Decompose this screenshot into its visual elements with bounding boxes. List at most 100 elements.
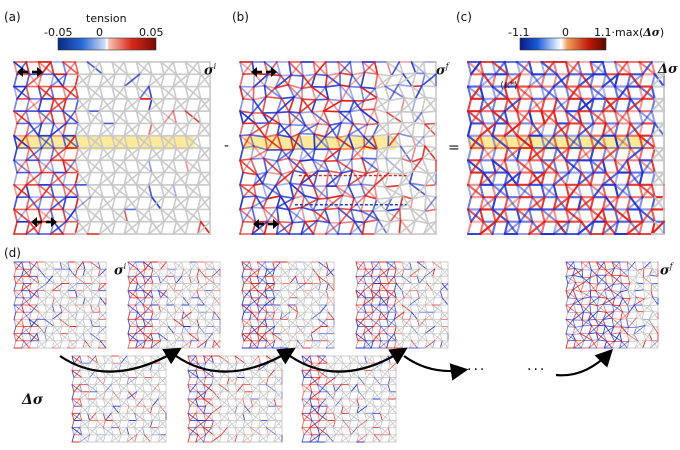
- bond: [279, 268, 283, 277]
- bond: [13, 326, 17, 335]
- bond: [479, 196, 485, 211]
- bond: [552, 146, 558, 162]
- bond: [565, 268, 569, 277]
- bond: [482, 146, 494, 162]
- bond: [158, 268, 162, 277]
- bond: [650, 73, 656, 88]
- bond: [414, 210, 426, 222]
- bond: [290, 74, 304, 77]
- bond: [274, 318, 281, 327]
- bond: [598, 289, 606, 298]
- bond: [577, 208, 583, 223]
- bond: [605, 282, 612, 291]
- bond: [613, 208, 632, 223]
- bond: [318, 311, 322, 320]
- bond: [196, 220, 211, 235]
- bond: [370, 275, 374, 284]
- bond: [310, 311, 314, 320]
- bond: [89, 61, 101, 76]
- bond: [67, 333, 71, 342]
- bond: [98, 196, 104, 211]
- bond: [49, 196, 67, 211]
- bond: [648, 297, 659, 307]
- bond: [21, 275, 25, 284]
- bond: [470, 183, 482, 199]
- bond: [418, 275, 426, 284]
- bond: [629, 276, 637, 284]
- bond: [114, 61, 126, 76]
- bond: [589, 282, 599, 285]
- bond: [188, 297, 192, 306]
- bond: [188, 283, 192, 292]
- bond: [363, 261, 367, 270]
- bond: [503, 85, 509, 100]
- bond: [173, 340, 177, 349]
- bond: [372, 333, 380, 342]
- bond: [23, 326, 30, 335]
- bond: [324, 222, 341, 235]
- bond: [97, 326, 107, 335]
- bond: [184, 196, 190, 211]
- bond: [363, 304, 367, 313]
- bond: [398, 198, 414, 210]
- bond: [601, 220, 620, 236]
- bond: [653, 146, 666, 162]
- bond: [627, 289, 637, 298]
- bond: [619, 268, 629, 278]
- bond: [650, 159, 656, 174]
- bond: [386, 283, 390, 292]
- bond: [311, 158, 319, 172]
- bond: [412, 157, 424, 172]
- bond: [239, 73, 244, 88]
- bond: [411, 194, 427, 200]
- bond: [67, 268, 71, 277]
- bond: [262, 157, 279, 162]
- bond: [239, 206, 253, 211]
- bond: [424, 318, 428, 327]
- bond: [397, 132, 402, 148]
- bond: [196, 268, 208, 277]
- bond: [138, 184, 150, 198]
- bond: [126, 427, 130, 436]
- bond: [272, 261, 276, 270]
- bond: [540, 208, 546, 223]
- bond: [135, 261, 139, 270]
- bond: [589, 283, 599, 292]
- bond: [641, 311, 645, 320]
- bond: [626, 146, 644, 162]
- bond: [295, 318, 299, 327]
- bond: [87, 420, 91, 429]
- bond: [289, 304, 297, 313]
- bond: [572, 274, 577, 283]
- bond: [184, 85, 190, 100]
- bond: [568, 208, 580, 223]
- bond: [79, 384, 83, 393]
- bond: [543, 134, 555, 150]
- bond: [211, 283, 221, 292]
- bond: [79, 377, 83, 386]
- bond: [279, 311, 291, 320]
- bond: [355, 326, 359, 335]
- bond: [226, 362, 230, 371]
- bond: [421, 73, 437, 87]
- bond: [363, 275, 367, 284]
- bond: [348, 99, 355, 113]
- bond: [336, 122, 342, 139]
- bond: [165, 297, 169, 306]
- bond: [638, 60, 644, 76]
- bond: [564, 122, 571, 137]
- bond: [111, 61, 116, 76]
- bond: [97, 297, 107, 306]
- bond: [648, 296, 653, 307]
- bond: [159, 420, 167, 429]
- bond: [409, 207, 426, 213]
- bond: [633, 298, 645, 306]
- bond: [400, 98, 417, 113]
- bond: [120, 355, 128, 364]
- bond: [213, 340, 221, 349]
- bond: [503, 159, 509, 174]
- bond: [110, 427, 114, 436]
- bond: [51, 268, 63, 277]
- bond: [592, 110, 604, 125]
- bond: [127, 261, 139, 270]
